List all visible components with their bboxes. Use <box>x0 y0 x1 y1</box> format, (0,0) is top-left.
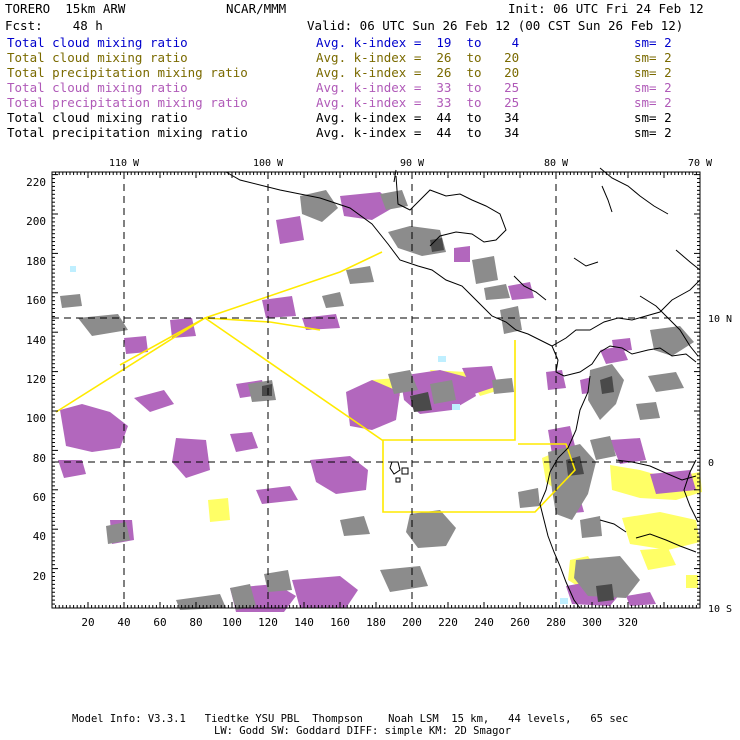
x-tick-label: 220 <box>438 616 458 629</box>
cloud-dark-cores <box>262 238 614 602</box>
cloud-purple-areas <box>58 192 696 612</box>
x-tick-labels: 20 40 60 80 100 120 140 160 180 200 220 … <box>81 616 638 629</box>
legend-kindex-5: Avg. k-index = 33 to 25 <box>316 95 520 110</box>
x-tick-label: 200 <box>402 616 422 629</box>
lon-label-100w: 100 W <box>253 158 284 169</box>
legend-kindex-4: Avg. k-index = 33 to 25 <box>316 80 520 95</box>
lon-label-110w: 110 W <box>109 158 140 169</box>
x-tick-label: 280 <box>546 616 566 629</box>
y-tick-label: 80 <box>33 452 46 465</box>
longitude-labels: 110 W 100 W 90 W 80 W 70 W <box>109 158 713 169</box>
legend-kindex-6: Avg. k-index = 44 to 34 <box>316 110 520 125</box>
y-tick-label: 60 <box>33 491 46 504</box>
cloud-gray-areas <box>60 190 694 610</box>
lat-label-10n: 10 N <box>708 314 732 325</box>
coastline <box>225 167 701 609</box>
y-tick-label: 160 <box>26 294 46 307</box>
lon-label-90w: 90 W <box>400 158 425 169</box>
legend-sm-4: sm= 2 <box>634 80 672 95</box>
legend-sm-7: sm= 2 <box>634 125 672 140</box>
galapagos-islands <box>389 461 409 483</box>
legend-kindex-2: Avg. k-index = 26 to 20 <box>316 50 520 65</box>
cyan-spots <box>70 266 568 604</box>
legend-field-3: Total precipitation mixing ratio <box>7 65 248 80</box>
x-tick-label: 240 <box>474 616 494 629</box>
legend-kindex-1: Avg. k-index = 19 to 4 <box>316 35 520 50</box>
legend-sm-5: sm= 2 <box>634 95 672 110</box>
legend-sm-2: sm= 2 <box>634 50 672 65</box>
x-tick-label: 160 <box>330 616 350 629</box>
x-tick-label: 20 <box>81 616 94 629</box>
y-tick-label: 200 <box>26 215 46 228</box>
lat-label-0: 0 <box>708 458 714 469</box>
organization: NCAR/MMM <box>226 1 287 16</box>
y-tick-labels: 220 200 180 160 140 120 100 80 60 40 20 <box>26 176 46 583</box>
legend-sm-6: sm= 2 <box>634 110 672 125</box>
x-tick-label: 300 <box>582 616 602 629</box>
latitude-labels: 10 N 0 10 S <box>708 314 732 615</box>
model-name: TORERO 15km ARW <box>5 1 126 16</box>
y-tick-label: 220 <box>26 176 46 189</box>
legend-field-6: Total cloud mixing ratio <box>7 110 188 125</box>
legend-sm-1: sm= 2 <box>634 35 672 50</box>
legend-field-4: Total cloud mixing ratio <box>7 80 188 95</box>
y-tick-label: 100 <box>26 412 46 425</box>
physics-info: LW: Godd SW: Goddard DIFF: simple KM: 2D… <box>214 725 512 737</box>
y-tick-label: 20 <box>33 570 46 583</box>
init-time: Init: 06 UTC Fri 24 Feb 12 <box>508 1 704 16</box>
graticule <box>52 172 700 608</box>
legend-sm-3: sm= 2 <box>634 65 672 80</box>
forecast-hour: Fcst: 48 h <box>5 18 103 33</box>
x-tick-label: 140 <box>294 616 314 629</box>
x-tick-label: 120 <box>258 616 278 629</box>
region-boundary-lines <box>55 251 576 513</box>
legend-field-1: Total cloud mixing ratio <box>7 35 188 50</box>
valid-time: Valid: 06 UTC Sun 26 Feb 12 (00 CST Sun … <box>307 18 684 33</box>
legend-field-7: Total precipitation mixing ratio <box>7 125 248 140</box>
y-tick-label: 140 <box>26 334 46 347</box>
x-tick-label: 320 <box>618 616 638 629</box>
y-tick-label: 40 <box>33 530 46 543</box>
x-tick-label: 260 <box>510 616 530 629</box>
x-tick-label: 60 <box>153 616 166 629</box>
legend-field-2: Total cloud mixing ratio <box>7 50 188 65</box>
legend-kindex-7: Avg. k-index = 44 to 34 <box>316 125 520 140</box>
legend-kindex-3: Avg. k-index = 26 to 20 <box>316 65 520 80</box>
x-tick-label: 80 <box>189 616 202 629</box>
x-tick-label: 180 <box>366 616 386 629</box>
axis-ticks <box>51 172 700 609</box>
y-tick-label: 120 <box>26 373 46 386</box>
y-tick-label: 180 <box>26 255 46 268</box>
x-tick-label: 100 <box>222 616 242 629</box>
x-tick-label: 40 <box>117 616 130 629</box>
lat-label-10s: 10 S <box>708 604 732 615</box>
lon-label-80w: 80 W <box>544 158 569 169</box>
lon-label-70w: 70 W <box>688 158 713 169</box>
legend-field-5: Total precipitation mixing ratio <box>7 95 248 110</box>
model-info: Model Info: V3.3.1 Tiedtke YSU PBL Thomp… <box>72 713 629 725</box>
